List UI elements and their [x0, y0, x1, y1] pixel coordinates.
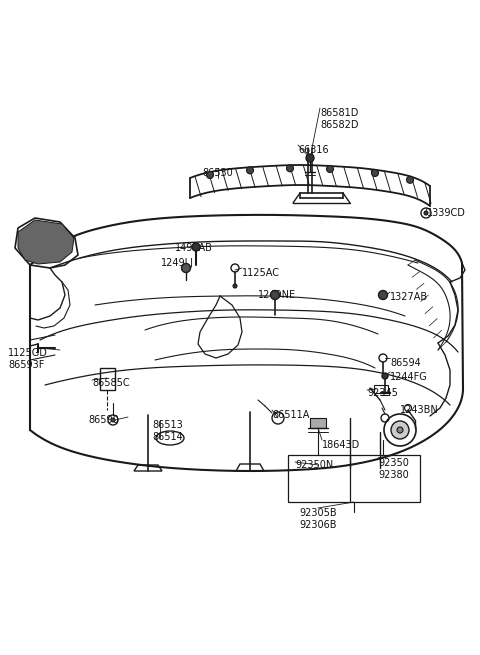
Circle shape — [206, 172, 214, 179]
Text: 92350N: 92350N — [295, 460, 333, 470]
Text: 86585C: 86585C — [92, 378, 130, 388]
Polygon shape — [236, 464, 264, 471]
Circle shape — [424, 211, 428, 215]
Circle shape — [407, 176, 413, 183]
Polygon shape — [18, 220, 74, 264]
Circle shape — [111, 418, 115, 422]
Circle shape — [306, 154, 314, 162]
Text: 86530: 86530 — [203, 168, 233, 178]
Circle shape — [397, 427, 403, 433]
Text: 1491AB: 1491AB — [175, 243, 213, 253]
Text: 1125GD
86593F: 1125GD 86593F — [8, 348, 48, 370]
Circle shape — [372, 170, 379, 176]
Text: 1249NE: 1249NE — [258, 290, 296, 300]
Bar — [288, 455, 420, 502]
Bar — [310, 418, 326, 428]
Circle shape — [287, 165, 293, 172]
Text: 86590: 86590 — [88, 415, 119, 425]
Text: 92345: 92345 — [367, 388, 398, 398]
Circle shape — [192, 243, 200, 251]
Text: 66316: 66316 — [298, 145, 329, 155]
Text: 18643D: 18643D — [322, 440, 360, 450]
Circle shape — [391, 421, 409, 439]
Text: 1125AC: 1125AC — [242, 268, 280, 278]
Circle shape — [233, 284, 237, 288]
Bar — [100, 368, 115, 390]
Text: 86513
86514: 86513 86514 — [152, 420, 183, 442]
Text: 92350
92380: 92350 92380 — [378, 458, 409, 480]
Circle shape — [181, 263, 191, 272]
Text: 1244FG: 1244FG — [390, 372, 428, 382]
Text: 1339CD: 1339CD — [427, 208, 466, 218]
Bar — [374, 385, 388, 393]
Text: 86594: 86594 — [390, 358, 421, 368]
Text: 86581D
86582D: 86581D 86582D — [320, 108, 359, 130]
Text: 1243BN: 1243BN — [400, 405, 439, 415]
Text: 1249LJ: 1249LJ — [161, 258, 194, 268]
Text: 92305B
92306B: 92305B 92306B — [299, 508, 337, 531]
Text: 1327AB: 1327AB — [390, 292, 428, 302]
Polygon shape — [134, 465, 162, 471]
Text: 86511A: 86511A — [272, 410, 310, 420]
Circle shape — [379, 291, 387, 299]
Circle shape — [271, 291, 279, 299]
Circle shape — [326, 166, 334, 172]
Circle shape — [247, 167, 253, 174]
Circle shape — [382, 373, 388, 379]
Ellipse shape — [156, 431, 184, 445]
